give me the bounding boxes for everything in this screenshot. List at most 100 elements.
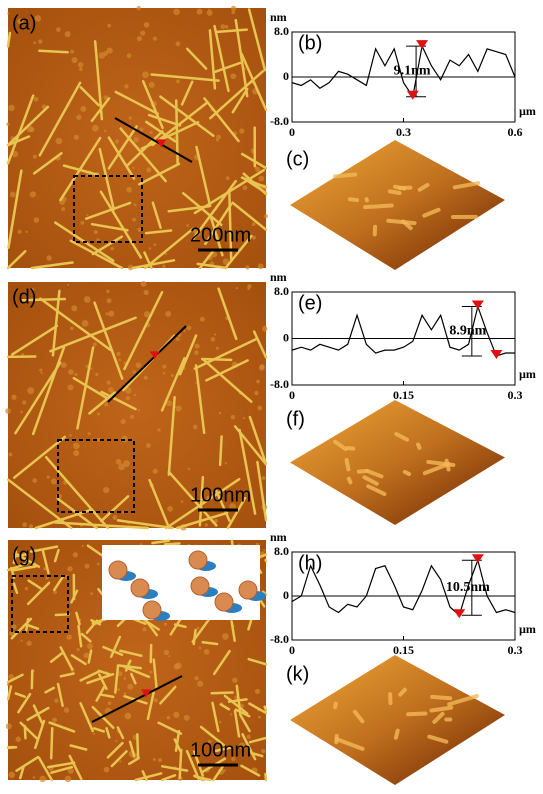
grain [142, 71, 149, 78]
grain [46, 255, 51, 260]
grain [134, 137, 139, 142]
grain [245, 265, 249, 269]
y-tick-label: 8.0 [274, 544, 289, 558]
grain [8, 105, 14, 111]
grain [226, 176, 230, 180]
ridge [418, 445, 419, 448]
grain [149, 131, 152, 134]
grain [33, 41, 36, 44]
grain [173, 712, 179, 718]
ridge [365, 206, 392, 208]
grain [33, 155, 37, 159]
fiber [180, 750, 181, 778]
scale-bar-label: 100nm [190, 484, 251, 506]
grain [74, 135, 79, 140]
grain [144, 290, 149, 295]
ridge [390, 191, 400, 193]
grain [99, 52, 106, 59]
grain [164, 623, 167, 626]
grain [83, 653, 89, 659]
grain [137, 228, 141, 232]
y-tick-label: 0 [283, 588, 289, 602]
grain [255, 689, 260, 694]
grain [97, 413, 100, 416]
grain [92, 125, 99, 132]
grain [67, 284, 69, 286]
grain [225, 462, 227, 464]
grain [158, 758, 162, 762]
grain [76, 648, 79, 651]
fiber [39, 51, 67, 52]
grain [8, 452, 12, 456]
panel-label: (f) [286, 408, 305, 430]
grain [136, 362, 142, 368]
grain [220, 24, 225, 29]
fiber [265, 774, 266, 780]
grain [124, 692, 127, 695]
grain [211, 337, 216, 342]
grain [256, 380, 260, 384]
grain [144, 22, 149, 27]
grain [230, 73, 236, 79]
grain [129, 116, 132, 119]
scale-bar-label: 200nm [190, 224, 251, 246]
particle [143, 601, 161, 619]
y-tick-label: 8.0 [274, 24, 289, 38]
grain [85, 564, 90, 569]
grain [87, 643, 93, 649]
grain [61, 362, 67, 368]
grain [74, 373, 77, 376]
grain [194, 350, 199, 355]
grain [216, 347, 219, 350]
grain [132, 218, 136, 222]
grain [198, 646, 201, 649]
grain [110, 247, 114, 251]
grain [67, 635, 72, 640]
grain [7, 683, 10, 686]
particle [131, 579, 149, 597]
grain [243, 417, 245, 419]
grain [146, 167, 151, 172]
fiber [203, 642, 217, 644]
grain [7, 12, 9, 14]
grain [208, 9, 210, 11]
grain [10, 192, 16, 198]
grain [153, 37, 157, 41]
x-tick-label: 0 [289, 643, 295, 657]
grain [144, 376, 148, 380]
grain [106, 290, 109, 293]
peak-marker [472, 554, 484, 563]
y-unit: nm [270, 270, 287, 284]
grain [258, 716, 261, 719]
grain [195, 344, 200, 349]
grain [181, 500, 184, 503]
grain [30, 191, 36, 197]
x-unit: µm [519, 622, 536, 636]
grain [52, 718, 57, 723]
grain [39, 776, 46, 783]
x-tick-label: 0.3 [508, 643, 523, 657]
grain [106, 380, 110, 384]
grain [61, 207, 65, 211]
grain [79, 68, 83, 72]
grain [133, 370, 136, 373]
grain [154, 698, 158, 702]
grain [126, 396, 130, 400]
grain [76, 115, 81, 120]
grain [174, 664, 180, 670]
y-tick-label: 0 [283, 330, 289, 344]
grain [214, 333, 216, 335]
fiber [137, 734, 138, 757]
grain [184, 715, 190, 721]
panel-label: (k) [286, 663, 309, 685]
peak-marker [453, 609, 465, 618]
grain [21, 640, 23, 642]
grain [11, 395, 16, 400]
grain [64, 707, 69, 712]
x-unit: µm [519, 104, 536, 118]
grain [164, 650, 169, 655]
ridge [408, 713, 425, 714]
surface-3d [290, 400, 505, 525]
grain [56, 27, 61, 32]
ridge [335, 704, 336, 708]
